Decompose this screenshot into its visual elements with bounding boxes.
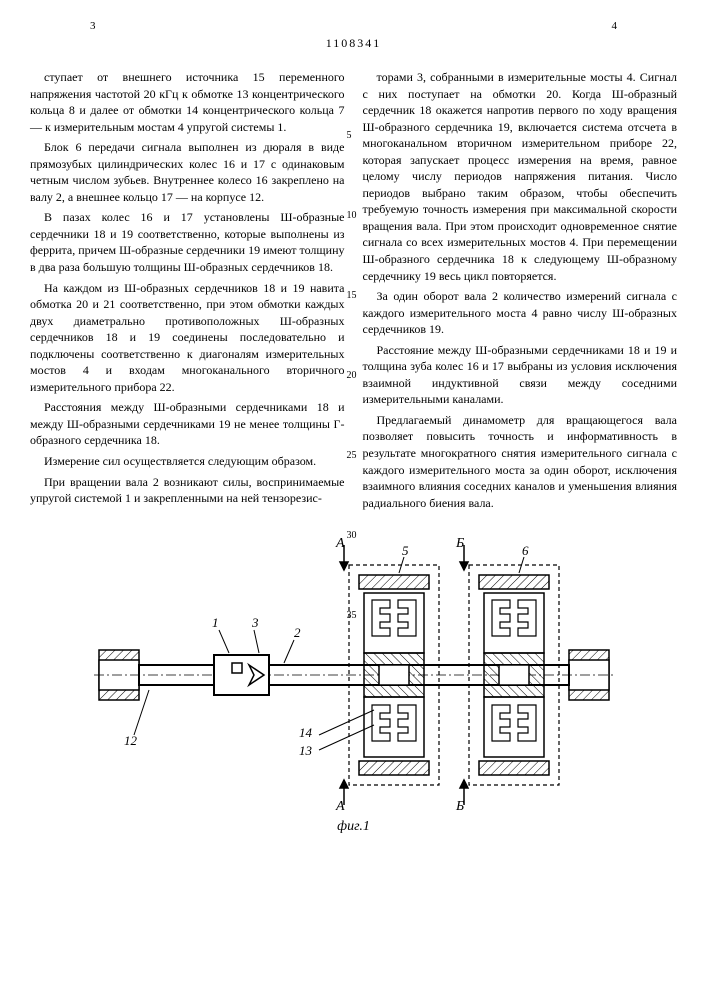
para: торами 3, собранными в измерительные мос… <box>363 69 678 284</box>
callout-3: 3 <box>251 615 259 630</box>
figure-1: A A Б Б 1 3 <box>30 535 677 835</box>
callout-1: 1 <box>212 615 219 630</box>
callout-14: 14 <box>299 725 313 740</box>
callout-6: 6 <box>522 543 529 558</box>
line-marker: 30 <box>347 529 357 543</box>
line-marker: 5 <box>347 129 352 143</box>
callout-12: 12 <box>124 733 138 748</box>
line-marker: 20 <box>347 369 357 383</box>
callout-13: 13 <box>299 743 313 758</box>
para: При вращении вала 2 возникают силы, восп… <box>30 474 345 507</box>
section-b-top: Б <box>455 536 464 551</box>
section-a-top: A <box>335 536 345 551</box>
para: На каждом из Ш-образных сердечников 18 и… <box>30 280 345 396</box>
callout-2: 2 <box>294 625 301 640</box>
doc-number: 1108341 <box>30 36 677 51</box>
text-columns: ступает от внешнего источника 15 перемен… <box>30 69 677 515</box>
line-marker: 35 <box>347 609 357 623</box>
para: Блок 6 передачи сигнала выполнен из дюра… <box>30 139 345 205</box>
para: В пазах колес 16 и 17 установлены Ш-обра… <box>30 209 345 275</box>
para: Расстояния между Ш-образными сердечникам… <box>30 399 345 449</box>
para: Предлагаемый динамометр для вращающегося… <box>363 412 678 511</box>
page-num-right: 4 <box>612 20 618 32</box>
para: ступает от внешнего источника 15 перемен… <box>30 69 345 135</box>
left-column: ступает от внешнего источника 15 перемен… <box>30 69 345 515</box>
para: Измерение сил осуществляется следующим о… <box>30 453 345 470</box>
section-a-bot: A <box>335 799 345 814</box>
page-num-left: 3 <box>90 20 96 32</box>
para: За один оборот вала 2 количество измерен… <box>363 288 678 338</box>
section-b-bot: Б <box>455 799 464 814</box>
right-column: 5 10 15 20 25 30 35 торами 3, собранными… <box>363 69 678 515</box>
line-marker: 10 <box>347 209 357 223</box>
callout-5: 5 <box>402 543 409 558</box>
line-marker: 15 <box>347 289 357 303</box>
figure-svg: A A Б Б 1 3 <box>94 535 614 815</box>
line-marker: 25 <box>347 449 357 463</box>
para: Расстояние между Ш-образными сердечникам… <box>363 342 678 408</box>
figure-label: фиг.1 <box>30 819 677 835</box>
